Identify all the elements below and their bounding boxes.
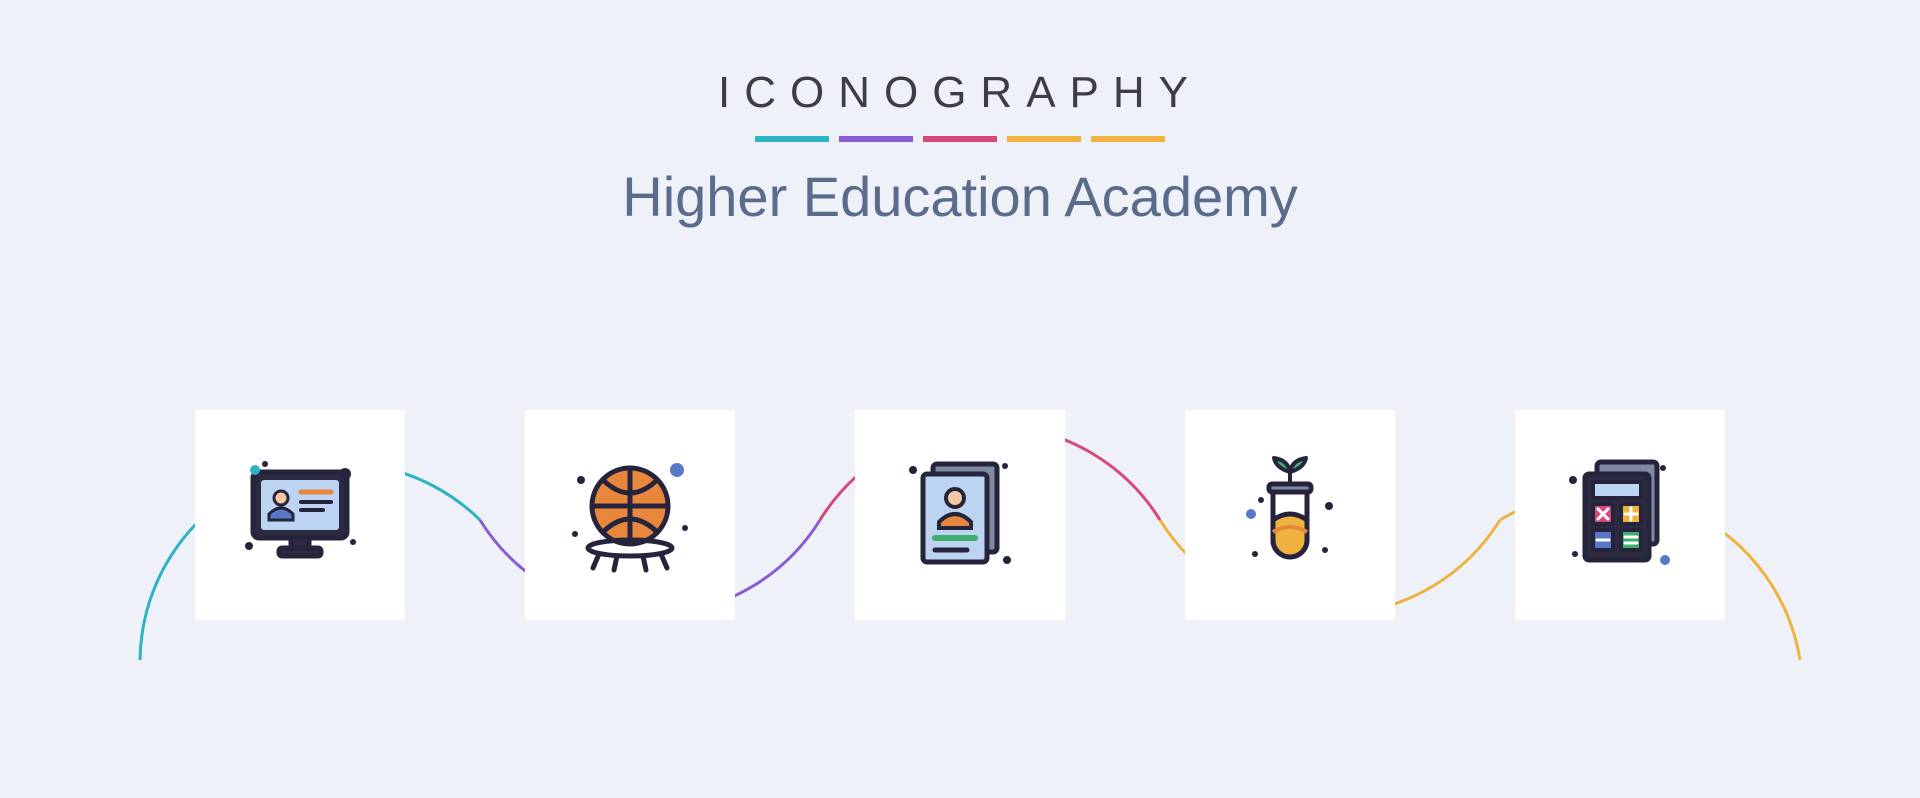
resume-document-icon <box>895 450 1025 580</box>
icon-card-row <box>0 410 1920 620</box>
pack-title: Higher Education Academy <box>0 164 1920 229</box>
test-tube-plant-icon <box>1225 450 1355 580</box>
accent-bar <box>839 136 913 142</box>
basketball-icon <box>565 450 695 580</box>
accent-bar <box>755 136 829 142</box>
accent-bar <box>1091 136 1165 142</box>
monitor-profile-icon <box>235 450 365 580</box>
accent-bar <box>923 136 997 142</box>
accent-bar <box>1007 136 1081 142</box>
icon-card <box>855 410 1065 620</box>
accent-bars <box>0 136 1920 142</box>
header: ICONOGRAPHY Higher Education Academy <box>0 0 1920 229</box>
brand-wordmark: ICONOGRAPHY <box>0 68 1920 118</box>
icon-card <box>525 410 735 620</box>
icon-card <box>1515 410 1725 620</box>
icon-card <box>1185 410 1395 620</box>
calculator-icon <box>1555 450 1685 580</box>
icon-card <box>195 410 405 620</box>
